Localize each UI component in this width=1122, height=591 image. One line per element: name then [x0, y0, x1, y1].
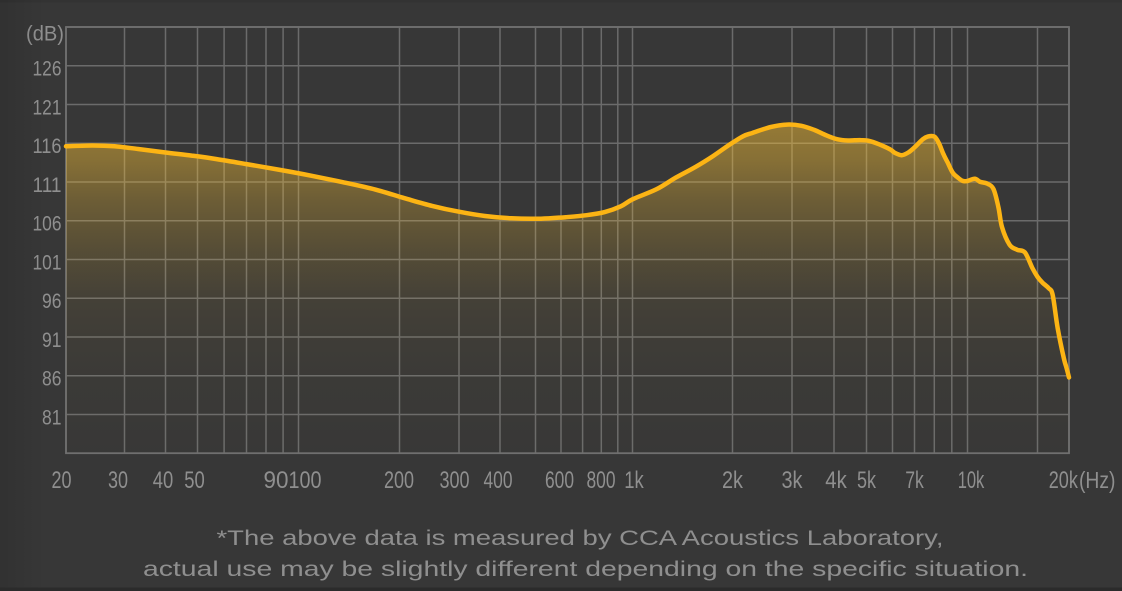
svg-text:(Hz): (Hz) — [1079, 467, 1116, 493]
svg-text:96: 96 — [42, 290, 62, 313]
svg-text:actual use may be slightly dif: actual use may be slightly different dep… — [143, 558, 1028, 581]
svg-text:10k: 10k — [958, 467, 985, 494]
svg-text:30: 30 — [108, 467, 128, 494]
svg-text:20: 20 — [52, 467, 72, 494]
svg-text:3k: 3k — [782, 467, 804, 494]
svg-text:4k: 4k — [825, 467, 847, 494]
svg-text:600: 600 — [545, 467, 574, 494]
svg-text:7k: 7k — [905, 467, 924, 494]
svg-text:91: 91 — [42, 329, 62, 352]
svg-text:90: 90 — [264, 467, 289, 494]
svg-text:800: 800 — [587, 467, 616, 494]
svg-text:2k: 2k — [722, 467, 744, 494]
svg-text:50: 50 — [184, 467, 205, 494]
svg-text:300: 300 — [440, 467, 470, 494]
svg-text:40: 40 — [153, 467, 174, 494]
svg-text:1k: 1k — [624, 467, 644, 494]
svg-text:200: 200 — [384, 467, 414, 494]
svg-text:400: 400 — [484, 467, 513, 494]
svg-text:5k: 5k — [857, 467, 877, 494]
svg-text:86: 86 — [42, 368, 62, 391]
svg-text:20k: 20k — [1049, 467, 1079, 494]
svg-text:81: 81 — [42, 407, 62, 430]
svg-text:*The above data is measured by: *The above data is measured by CCA Acous… — [217, 527, 944, 550]
svg-text:100: 100 — [289, 467, 322, 494]
